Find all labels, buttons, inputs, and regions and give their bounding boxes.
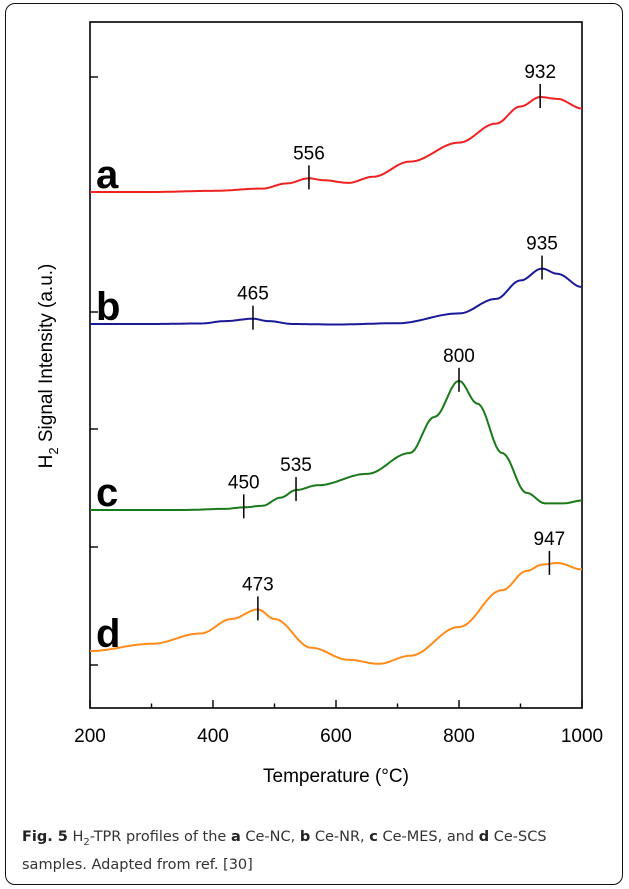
plot-area [89, 21, 583, 709]
caption-part1-sub: 2 [83, 836, 90, 848]
tpr-chart: 200 400 600 800 1000 a 556 932 b 465 935 c 450 535 80… [36, 21, 603, 787]
peak-label: 556 [293, 143, 325, 164]
x-tick-label: 400 [197, 726, 229, 747]
series-c: c 450 535 800 [90, 346, 583, 519]
peak-label: 473 [242, 574, 274, 595]
caption-c: c [369, 829, 378, 845]
y-axis-label-rest: Signal Intensity (a.u.) [36, 264, 57, 448]
plot-border [89, 21, 583, 709]
x-axis: 200 400 600 800 1000 [74, 700, 603, 747]
series-line-d [90, 561, 583, 665]
caption-fig-label: Fig. 5 [22, 829, 68, 845]
series-label-a: a [96, 153, 119, 197]
caption-d-text: Ce-SCS samples. Adapted from ref. [30] [22, 829, 547, 873]
series-a: a 556 932 [90, 62, 583, 197]
series-label-b: b [96, 285, 120, 329]
series-line-c [90, 379, 583, 511]
figure-frame [5, 3, 623, 885]
caption-a: a [230, 829, 241, 845]
x-tick-label: 800 [443, 726, 475, 747]
series-line-a [90, 95, 583, 193]
peak-label: 535 [280, 455, 312, 476]
peak-label: 935 [526, 234, 558, 255]
y-axis [90, 76, 98, 666]
caption-b: b [299, 829, 311, 845]
series-b: b 465 935 [90, 234, 583, 330]
caption-c-text: Ce-MES, and [377, 829, 479, 845]
series-line-b [90, 267, 583, 326]
caption-part2: -TPR profiles of the [89, 829, 231, 845]
x-tick-label: 600 [320, 726, 352, 747]
caption-a-text: Ce-NC, [240, 829, 300, 845]
series-label-d: d [96, 612, 120, 656]
y-axis-label-sub: 2 [46, 447, 61, 454]
series-d: d 473 947 [90, 529, 583, 665]
y-axis-label: H2 Signal Intensity (a.u.) [36, 264, 61, 469]
x-tick-label: 1000 [561, 726, 603, 747]
caption-b-text: Ce-NR, [310, 829, 370, 845]
peak-label: 450 [228, 472, 260, 493]
y-axis-label-main: H [36, 455, 57, 469]
figure-caption: Fig. 5 H2-TPR profiles of the a Ce-NC, b… [22, 826, 612, 876]
peak-label: 947 [534, 529, 566, 550]
peak-label: 932 [524, 62, 556, 83]
x-tick-label: 200 [74, 726, 106, 747]
peak-label: 465 [237, 284, 269, 305]
peak-label: 800 [443, 346, 475, 367]
series-label-c: c [96, 471, 118, 515]
series-layer: a 556 932 b 465 935 c 450 535 800 d 473 947 [90, 62, 583, 665]
caption-part1: H [67, 829, 84, 845]
x-axis-label: Temperature (°C) [263, 766, 409, 787]
caption-d: d [478, 829, 490, 845]
